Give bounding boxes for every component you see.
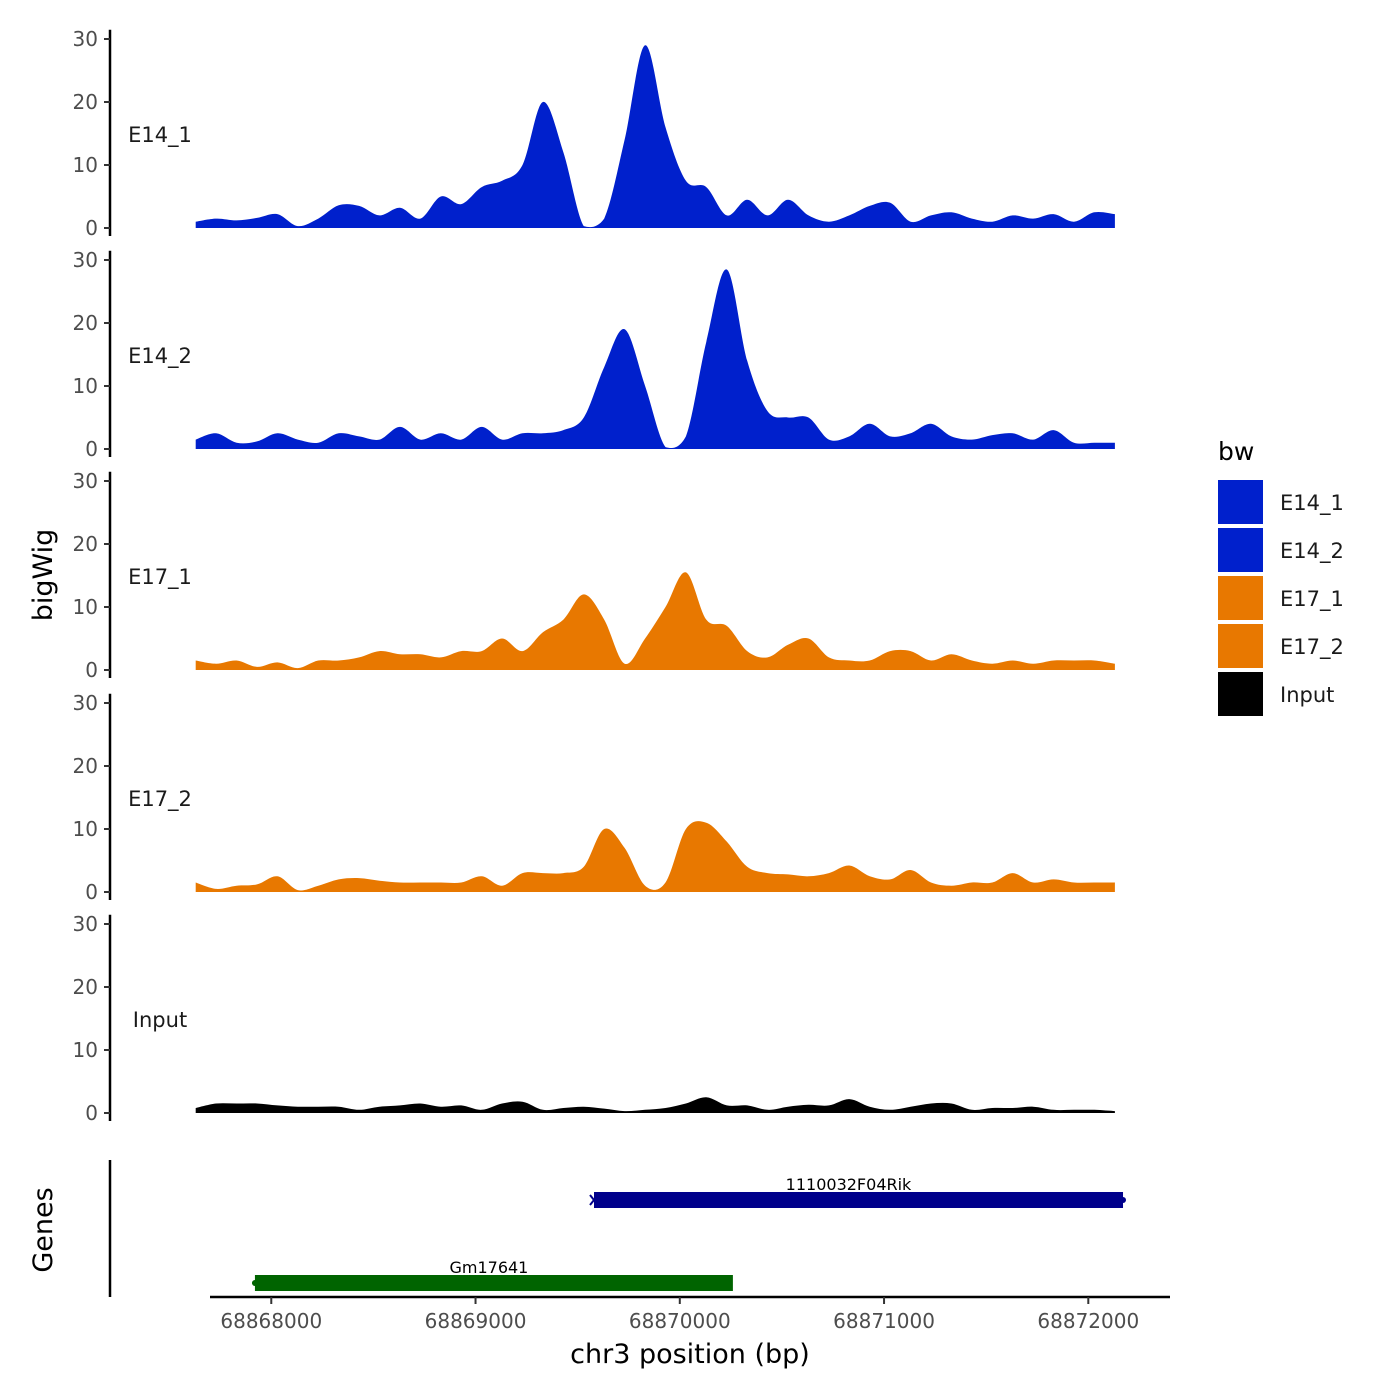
y-tick-label: 30	[73, 912, 98, 936]
y-tick-label: 0	[85, 216, 98, 240]
gene-Gm17641: Gm17641	[251, 1258, 733, 1291]
track-panel-E17_2: 0 10 20 30 E17_2	[73, 691, 1115, 904]
gene-label: Gm17641	[449, 1258, 528, 1277]
legend-swatch	[1218, 624, 1263, 668]
signal-area-E17_1	[195, 572, 1115, 670]
y-tick-label: 20	[73, 311, 98, 335]
signal-tracks: 0 10 20 30 E14_1 0 10 20 30 E14_2 0 10 20 30 E17_1 0 10 2…	[73, 27, 1115, 1125]
x-tick-label: 68872000	[1037, 1309, 1139, 1333]
track-panel-E17_1: 0 10 20 30 E17_1	[73, 469, 1115, 682]
gene-bar	[254, 1275, 733, 1291]
legend-item-E17_2: E17_2	[1218, 624, 1344, 668]
y-tick-label: 10	[73, 817, 98, 841]
track-label: Input	[133, 1008, 187, 1032]
y-tick-label: 0	[85, 437, 98, 461]
x-axis-title: chr3 position (bp)	[570, 1339, 810, 1370]
strand-marker	[589, 1194, 599, 1206]
y-tick-label: 20	[73, 754, 98, 778]
legend-swatch	[1218, 576, 1263, 620]
gene-end-marker	[1120, 1197, 1127, 1203]
legend-swatch	[1218, 528, 1263, 572]
x-tick-label: 68868000	[220, 1309, 322, 1333]
signal-area-E14_2	[195, 269, 1115, 449]
y-tick-label: 10	[73, 595, 98, 619]
y-tick-label: 10	[73, 374, 98, 398]
legend-swatch	[1218, 480, 1263, 524]
track-label: E14_1	[128, 123, 192, 148]
track-panel-Input: 0 10 20 30 Input	[73, 912, 1115, 1125]
track-label: E17_1	[128, 565, 192, 590]
legend-label: Input	[1280, 683, 1334, 707]
track-panel-E14_2: 0 10 20 30 E14_2	[73, 248, 1115, 461]
y-axis-title: bigWig	[28, 529, 59, 622]
y-tick-label: 20	[73, 90, 98, 114]
x-tick-label: 68871000	[833, 1309, 935, 1333]
y-tick-label: 30	[73, 691, 98, 715]
legend-title: bw	[1218, 437, 1254, 466]
signal-area-Input	[195, 1097, 1115, 1113]
legend-label: E14_2	[1280, 539, 1344, 564]
y-tick-label: 0	[85, 880, 98, 904]
legend-swatch	[1218, 672, 1263, 716]
legend-item-E14_1: E14_1	[1218, 480, 1344, 524]
y-tick-label: 30	[73, 248, 98, 272]
x-axis: 68868000 68869000 68870000 68871000 68872000	[210, 1295, 1170, 1333]
track-label: E14_2	[128, 344, 192, 369]
legend-item-E17_1: E17_1	[1218, 576, 1344, 620]
legend: bw E14_1 E14_2 E17_1 E17_2 Input	[1218, 437, 1344, 716]
gene-end-marker	[251, 1280, 258, 1286]
y-tick-label: 0	[85, 1101, 98, 1125]
signal-area-E17_2	[195, 821, 1115, 892]
y-tick-label: 30	[73, 469, 98, 493]
y-tick-label: 10	[73, 153, 98, 177]
gene-1110032F04Rik: 1110032F04Rik	[589, 1175, 1127, 1208]
gene-label: 1110032F04Rik	[786, 1175, 912, 1194]
legend-item-Input: Input	[1218, 672, 1334, 716]
y-tick-label: 20	[73, 975, 98, 999]
y-tick-label: 0	[85, 658, 98, 682]
genes-axis-title: Genes	[28, 1187, 59, 1272]
y-tick-label: 30	[73, 27, 98, 51]
track-label: E17_2	[128, 787, 192, 812]
y-tick-label: 10	[73, 1038, 98, 1062]
legend-item-E14_2: E14_2	[1218, 528, 1344, 572]
legend-label: E17_1	[1280, 587, 1344, 612]
gene-bar	[594, 1192, 1124, 1208]
x-tick-label: 68869000	[425, 1309, 527, 1333]
x-tick-label: 68870000	[629, 1309, 731, 1333]
gene-track: 1110032F04Rik Gm17641	[108, 1160, 1127, 1297]
y-tick-label: 20	[73, 532, 98, 556]
legend-label: E17_2	[1280, 635, 1344, 660]
track-panel-E14_1: 0 10 20 30 E14_1	[73, 27, 1115, 240]
signal-area-E14_1	[195, 45, 1115, 229]
legend-label: E14_1	[1280, 491, 1344, 516]
